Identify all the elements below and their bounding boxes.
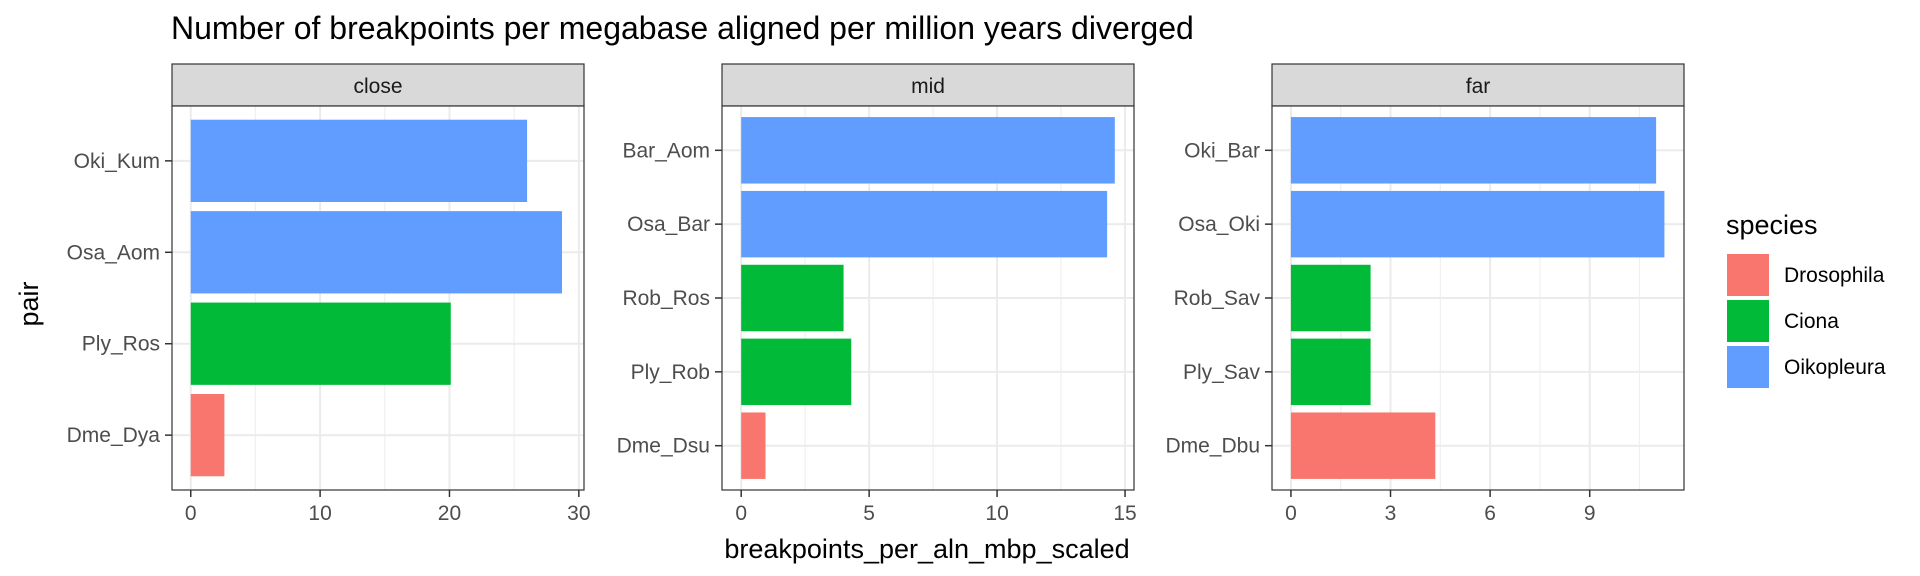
bar-oki-kum — [190, 119, 528, 202]
facet-strip — [721, 63, 1135, 107]
facet-strip-label: mid — [911, 75, 945, 98]
x-tick-label: 5 — [863, 502, 875, 525]
y-tick-label: Osa_Bar — [627, 213, 710, 236]
bar-ply-sav — [1290, 338, 1371, 406]
panel-border — [171, 105, 585, 491]
y-tick-label: Rob_Sav — [1174, 287, 1261, 310]
legend-title: species — [1726, 210, 1818, 240]
facet-close: close Oki_Kum Osa_Aom Ply_Ros Dme_Dya 0 10 20 30 — [67, 63, 591, 525]
chart-title: Number of breakpoints per megabase align… — [171, 10, 1194, 46]
bar-bar-aom — [741, 117, 1115, 184]
x-axis-title: breakpoints_per_aln_mbp_scaled — [724, 534, 1129, 564]
bar-ply-rob — [741, 338, 852, 406]
bar-osa-aom — [190, 211, 563, 294]
x-tick-label: 15 — [1113, 502, 1136, 525]
facet-mid: mid Bar_Aom Osa_Bar Rob_Ros Ply_Rob Dme_Dsu 0 5… — [617, 63, 1137, 525]
bar-ply-ros — [190, 302, 451, 385]
legend-label-drosophila: Drosophila — [1784, 264, 1885, 287]
y-tick-label: Dme_Dbu — [1165, 435, 1260, 458]
legend-key-drosophila — [1727, 254, 1769, 296]
y-tick-label: Osa_Oki — [1178, 213, 1260, 236]
x-tick-label: 20 — [438, 502, 461, 525]
x-tick-label: 0 — [185, 502, 197, 525]
x-tick-label: 0 — [1285, 502, 1297, 525]
legend-label-oikopleura: Oikopleura — [1784, 356, 1886, 379]
x-tick-label: 3 — [1385, 502, 1397, 525]
x-tick-label: 30 — [567, 502, 590, 525]
y-tick-label: Ply_Rob — [631, 361, 710, 384]
y-tick-label: Ply_Sav — [1183, 361, 1261, 384]
bar-oki-bar — [1290, 117, 1657, 184]
legend-label-ciona: Ciona — [1784, 310, 1839, 333]
y-tick-label: Rob_Ros — [622, 287, 710, 310]
facet-strip-label: close — [353, 75, 402, 98]
y-tick-label: Osa_Aom — [67, 241, 160, 264]
x-tick-label: 10 — [308, 502, 331, 525]
y-tick-label: Ply_Ros — [82, 333, 160, 356]
x-tick-label: 0 — [735, 502, 747, 525]
y-tick-label: Oki_Kum — [74, 150, 160, 173]
y-tick-label: Dme_Dya — [67, 424, 161, 447]
facet-strip — [171, 63, 585, 107]
bar-dme-dya — [190, 394, 225, 477]
bar-rob-ros — [741, 264, 844, 332]
bar-dme-dbu — [1290, 412, 1436, 479]
x-tick-label: 9 — [1584, 502, 1596, 525]
bar-osa-bar — [741, 190, 1108, 258]
bar-dme-dsu — [741, 412, 766, 479]
x-tick-label: 10 — [985, 502, 1008, 525]
bar-rob-sav — [1290, 264, 1371, 332]
y-tick-label: Dme_Dsu — [617, 435, 710, 458]
legend-key-ciona — [1727, 300, 1769, 342]
facet-strip-label: far — [1466, 75, 1491, 98]
y-tick-label: Bar_Aom — [622, 139, 710, 162]
legend: species Drosophila Ciona Oikopleura — [1726, 210, 1886, 388]
legend-key-oikopleura — [1727, 346, 1769, 388]
bar-osa-oki — [1290, 190, 1665, 258]
facet-strip — [1271, 63, 1685, 107]
y-axis-title: pair — [14, 281, 44, 326]
facet-far: far Oki_Bar Osa_Oki Rob_Sav Ply_Sav Dme_Dbu 0 3… — [1165, 63, 1685, 525]
y-tick-label: Oki_Bar — [1184, 139, 1260, 162]
x-tick-label: 6 — [1484, 502, 1496, 525]
